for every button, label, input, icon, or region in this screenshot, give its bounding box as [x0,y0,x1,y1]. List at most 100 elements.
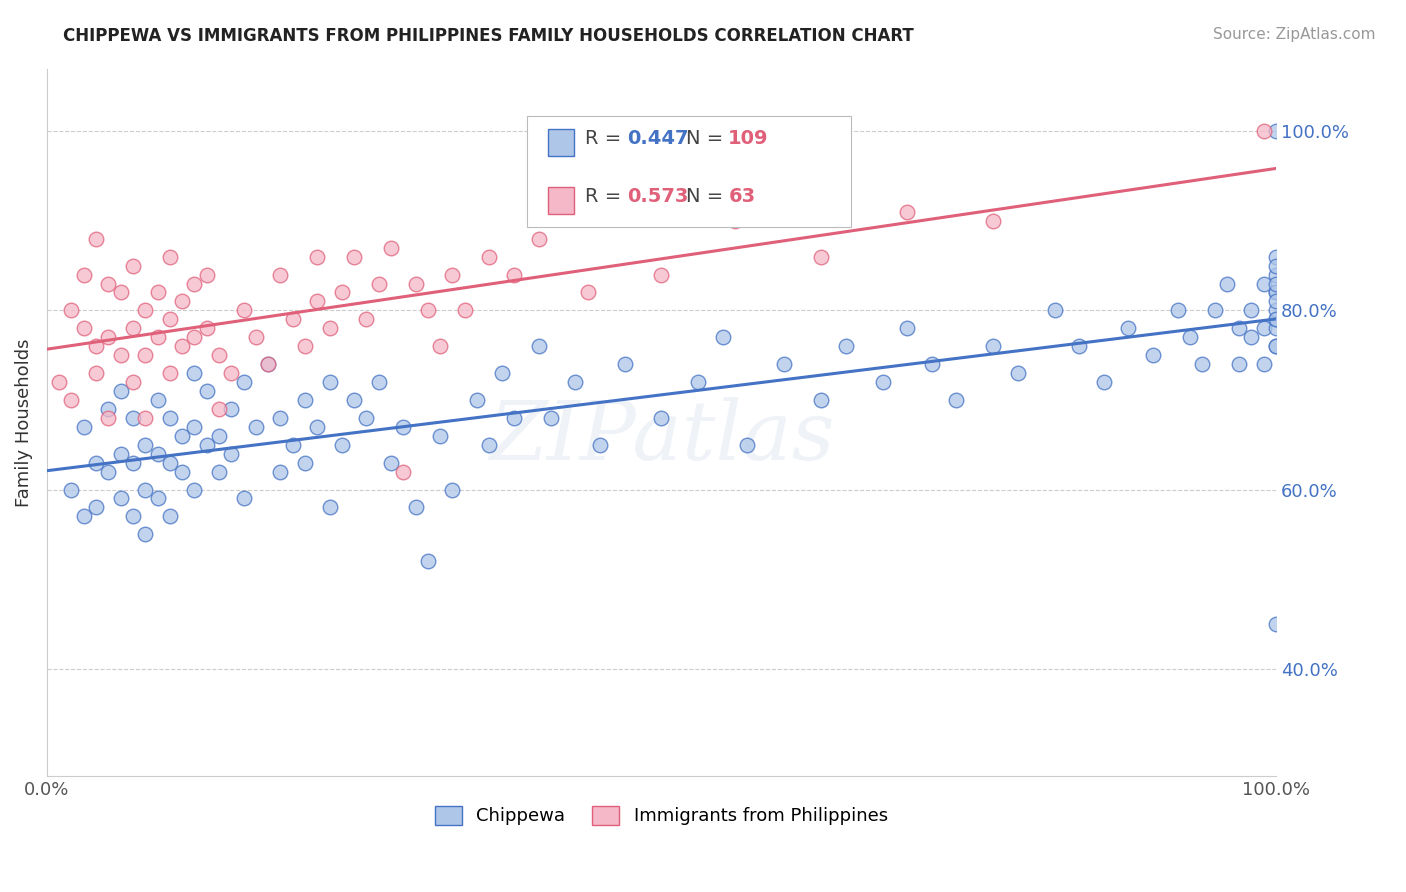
Point [1216,277,1239,291]
Point [183,420,205,434]
Point [773,357,796,371]
Point [159,509,181,524]
Point [343,250,366,264]
Point [921,357,943,371]
Text: 63: 63 [728,187,755,206]
Text: ZIPatlas: ZIPatlas [489,397,834,476]
Point [1227,321,1250,335]
Point [97,465,120,479]
Point [159,366,181,380]
Point [1265,321,1288,335]
Point [48,375,70,389]
Point [281,438,304,452]
Point [1265,303,1288,318]
Point [330,285,353,300]
Point [307,420,329,434]
Text: 0.573: 0.573 [627,187,689,206]
Point [872,375,894,389]
Point [159,250,181,264]
Point [896,321,918,335]
Point [159,410,181,425]
Point [392,420,415,434]
Point [1265,285,1288,300]
Point [356,410,378,425]
Point [172,339,194,353]
Point [60,483,83,497]
Point [73,420,96,434]
Point [564,375,586,389]
Point [60,392,83,407]
Point [810,392,832,407]
Point [146,392,169,407]
Point [318,500,340,515]
Point [97,330,120,344]
Point [613,357,636,371]
Point [478,438,501,452]
Point [1265,339,1288,353]
Point [159,456,181,470]
Point [1265,285,1288,300]
Y-axis label: Family Households: Family Households [15,338,32,507]
Point [981,339,1004,353]
Point [73,268,96,282]
Point [318,321,340,335]
Point [1118,321,1140,335]
Point [416,303,439,318]
Point [159,312,181,326]
Point [84,232,107,246]
Point [97,410,120,425]
Point [183,330,205,344]
Point [527,232,550,246]
Point [122,259,145,273]
Point [134,303,156,318]
Point [416,554,439,568]
Point [134,410,156,425]
Point [257,357,280,371]
Point [97,401,120,416]
Point [356,312,378,326]
Point [84,456,107,470]
Point [183,366,205,380]
Text: R =: R = [585,187,627,206]
Point [810,250,832,264]
Point [219,447,242,461]
Point [429,429,451,443]
Point [134,438,156,452]
Point [1253,124,1275,138]
Point [1265,294,1288,309]
Point [269,410,291,425]
Point [146,285,169,300]
Text: N =: N = [686,187,730,206]
Point [134,348,156,362]
Point [405,500,427,515]
Point [60,303,83,318]
Point [576,285,599,300]
Point [441,483,464,497]
Point [257,357,280,371]
Point [307,294,329,309]
Point [367,277,389,291]
Point [110,447,132,461]
Point [110,348,132,362]
Point [146,447,169,461]
Point [269,268,291,282]
Point [343,392,366,407]
Point [441,268,464,282]
Point [1227,357,1250,371]
Point [122,410,145,425]
Point [208,429,231,443]
Text: Source: ZipAtlas.com: Source: ZipAtlas.com [1212,27,1375,42]
Point [1240,303,1263,318]
Point [122,456,145,470]
Point [650,268,672,282]
Point [172,294,194,309]
Point [380,241,402,255]
Point [110,384,132,398]
Point [318,375,340,389]
Point [945,392,967,407]
Point [724,214,747,228]
Point [1043,303,1066,318]
Point [195,384,218,398]
Point [1007,366,1029,380]
Point [405,277,427,291]
